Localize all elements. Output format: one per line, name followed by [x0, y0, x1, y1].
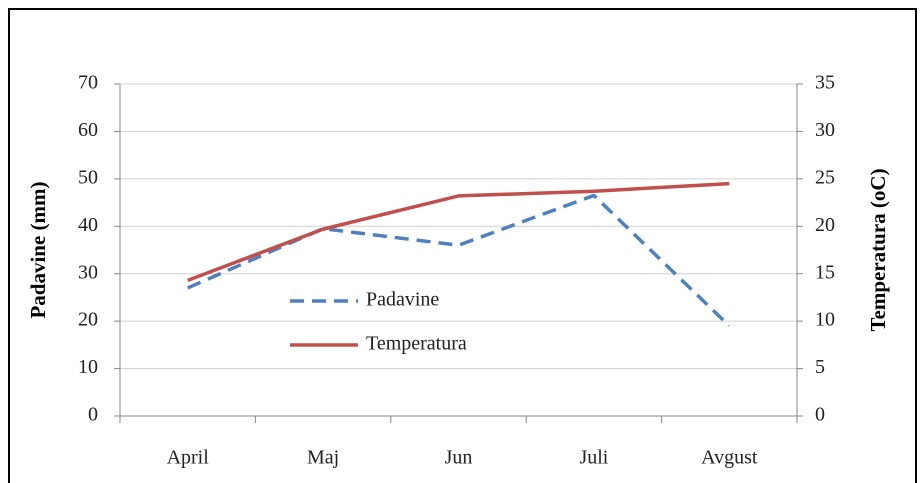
y-axis-label: Padavine (mm)	[26, 181, 50, 318]
y-tick-label: 40	[78, 214, 98, 236]
x-tick-label: Juli	[579, 447, 608, 469]
series-line	[187, 181, 730, 282]
x-tick-label: Maj	[307, 447, 339, 469]
y2-tick-label: 30	[815, 119, 835, 141]
y2-tick-label: 25	[815, 166, 835, 188]
y-tick-label: 70	[78, 72, 98, 94]
x-tick-label: April	[167, 447, 210, 469]
y-tick-label: 0	[88, 404, 98, 426]
series-line	[186, 193, 731, 328]
x-tick-label: Avgust	[701, 447, 758, 469]
y-tick-label: 30	[78, 261, 98, 283]
y2-tick-label: 35	[815, 72, 835, 94]
y-tick-label: 10	[78, 356, 98, 378]
y2-tick-label: 15	[815, 261, 835, 283]
y-tick-label: 60	[78, 119, 98, 141]
legend-label: Temperatura	[366, 333, 467, 355]
y2-tick-label: 20	[815, 214, 835, 236]
y2-tick-label: 0	[815, 404, 825, 426]
frame	[8, 8, 917, 483]
y2-tick-label: 5	[815, 356, 825, 378]
x-tick-label: Jun	[445, 447, 473, 469]
y-tick-label: 50	[78, 166, 98, 188]
y2-axis-label: Temperatura (oC)	[866, 168, 890, 331]
y2-tick-label: 10	[815, 309, 835, 331]
y-tick-label: 20	[78, 309, 98, 331]
legend-label: Padavine	[366, 289, 439, 311]
